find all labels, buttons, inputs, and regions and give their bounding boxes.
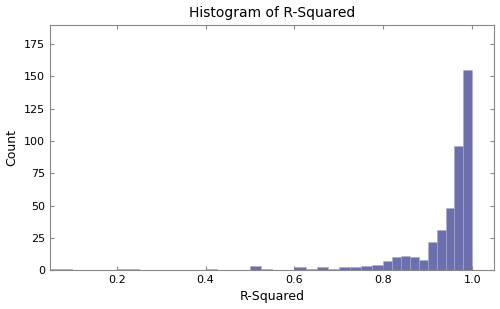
Bar (350, 268, 361, 270)
Bar (436, 230, 446, 270)
Bar (306, 269, 316, 270)
Bar (328, 269, 339, 270)
Bar (361, 266, 372, 270)
Bar (454, 146, 464, 270)
Bar (206, 269, 216, 270)
Bar (384, 261, 392, 270)
Bar (294, 268, 306, 270)
Bar (250, 266, 261, 270)
Bar (410, 257, 419, 270)
Bar (401, 256, 410, 270)
Y-axis label: Count: Count (6, 129, 18, 166)
X-axis label: R-Squared: R-Squared (240, 290, 305, 303)
Bar (50, 269, 72, 270)
Title: Histogram of R-Squared: Histogram of R-Squared (189, 6, 356, 19)
Bar (372, 265, 384, 270)
Bar (464, 70, 472, 270)
Bar (419, 260, 428, 270)
Bar (339, 268, 350, 270)
Bar (446, 208, 454, 270)
Bar (428, 242, 436, 270)
Bar (316, 268, 328, 270)
Bar (261, 269, 272, 270)
Bar (392, 257, 401, 270)
Bar (116, 269, 139, 270)
